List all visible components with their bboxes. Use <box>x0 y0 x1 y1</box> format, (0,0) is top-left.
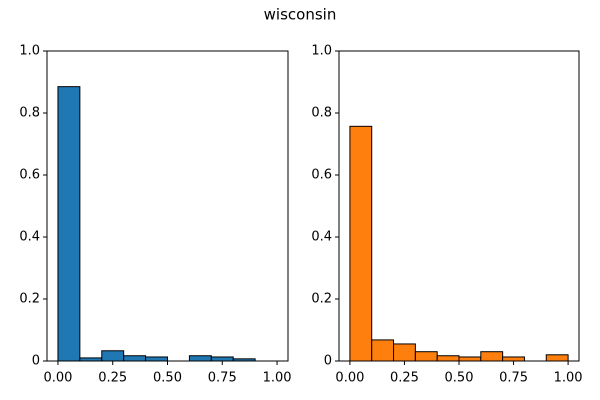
y-tick-label: 1.0 <box>311 44 332 59</box>
bar <box>145 356 169 362</box>
y-tick-label: 1.0 <box>19 44 40 59</box>
y-tick-label: 0.2 <box>311 292 332 307</box>
y-tick-label: 0.6 <box>19 168 40 183</box>
y-tick-label: 0.2 <box>19 292 40 307</box>
bar <box>188 355 212 362</box>
x-tick-label: 1.00 <box>554 371 583 386</box>
x-tick-label: 0.00 <box>43 371 72 386</box>
bar <box>101 350 125 362</box>
x-tick-label: 1.00 <box>263 371 292 386</box>
bar <box>502 356 525 362</box>
figure-title: wisconsin <box>264 6 337 24</box>
bar <box>414 351 438 362</box>
axes-frame <box>46 50 289 362</box>
bar <box>480 351 504 362</box>
bar <box>458 356 482 362</box>
y-tick-label: 0.8 <box>19 106 40 121</box>
bar <box>349 125 373 362</box>
x-tick-label: 0.25 <box>98 371 127 386</box>
bar <box>545 354 569 362</box>
y-tick-label: 0.4 <box>311 230 332 245</box>
y-tick-label: 0.6 <box>311 168 332 183</box>
x-tick-label: 0.75 <box>208 371 237 386</box>
bar <box>123 355 147 362</box>
y-tick-label: 0 <box>324 354 332 369</box>
bar <box>436 355 460 362</box>
y-tick-label: 0.4 <box>19 230 40 245</box>
x-tick-label: 0.00 <box>335 371 364 386</box>
x-tick-label: 0.25 <box>390 371 419 386</box>
bar <box>57 86 81 362</box>
bar <box>371 339 395 362</box>
bar <box>393 343 416 362</box>
x-tick-label: 0.50 <box>445 371 474 386</box>
x-tick-label: 0.75 <box>499 371 528 386</box>
x-tick-label: 0.50 <box>153 371 182 386</box>
bar <box>210 356 234 362</box>
axes-frame <box>338 50 580 362</box>
y-tick-label: 0 <box>32 354 40 369</box>
y-tick-label: 0.8 <box>311 106 332 121</box>
